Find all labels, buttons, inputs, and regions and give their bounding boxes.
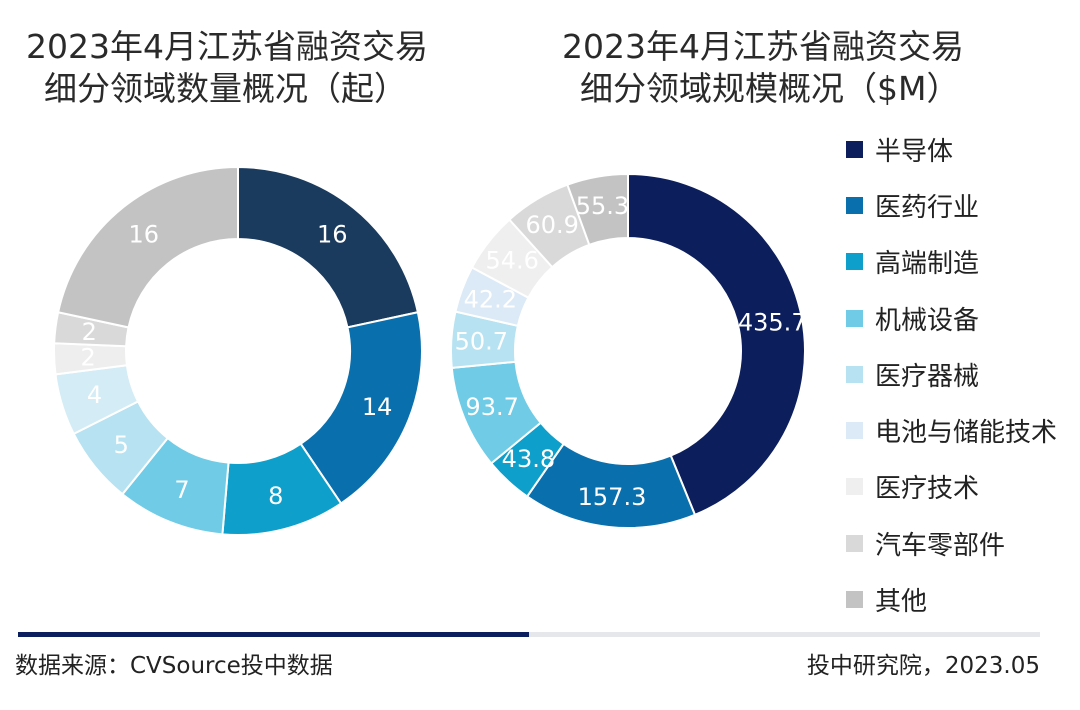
legend: 半导体 医药行业 高端制造 机械设备 医疗器械 电池与储能技术 医疗技术 汽车零… [846, 121, 1057, 628]
donut-slice [566, 172, 629, 247]
donut-slice [237, 165, 420, 329]
slice-value-label: 435.7 [738, 309, 807, 337]
footer-rule-dark [18, 632, 529, 637]
slice-value-label: 4 [87, 381, 102, 409]
slice-value-label: 2 [80, 343, 95, 371]
legend-label: 其他 [875, 587, 928, 618]
legend-swatch [846, 591, 863, 609]
legend-label: 电池与储能技术 [875, 418, 1058, 449]
legend-label: 医疗器械 [875, 361, 980, 392]
right-title-line1: 2023年4月江苏省融资交易 [562, 27, 964, 66]
legend-label: 医疗技术 [875, 474, 980, 505]
slice-value-label: 14 [362, 393, 393, 421]
donut-slice [627, 172, 806, 517]
slice-value-label: 5 [114, 431, 129, 459]
data-source-note: 数据来源：CVSource投中数据 [15, 653, 333, 679]
left-title-line1: 2023年4月江苏省融资交易 [26, 27, 428, 66]
legend-item: 医疗器械 [846, 346, 1057, 402]
publisher-credit: 投中研究院，2023.05 [806, 653, 1040, 679]
legend-swatch [846, 534, 863, 552]
legend-item: 电池与储能技术 [846, 402, 1057, 458]
legend-swatch [846, 253, 863, 271]
legend-item: 医药行业 [846, 177, 1057, 233]
legend-label: 机械设备 [875, 305, 980, 336]
slice-value-label: 50.7 [455, 328, 508, 356]
right-chart-title: 2023年4月江苏省融资交易 细分领域规模概况（$M） [562, 26, 1022, 110]
slice-value-label: 54.6 [486, 246, 539, 274]
slice-value-label: 8 [268, 482, 283, 510]
legend-item: 半导体 [846, 121, 1057, 177]
legend-label: 医药行业 [875, 192, 980, 223]
left-chart-title: 2023年4月江苏省融资交易 细分领域数量概况（起） [26, 26, 466, 110]
slice-value-label: 42.2 [464, 285, 517, 313]
legend-label: 汽车零部件 [875, 530, 1006, 561]
footer-rule-light [529, 632, 1040, 637]
slice-value-label: 60.9 [525, 211, 578, 239]
legend-label: 高端制造 [875, 249, 980, 280]
legend-swatch [846, 140, 863, 158]
slice-value-label: 16 [128, 220, 159, 248]
slice-value-label: 7 [174, 476, 189, 504]
count-donut-chart: 16 14 8 7 54 22 16 [53, 165, 423, 536]
slice-value-label: 16 [317, 220, 348, 248]
legend-item: 高端制造 [846, 234, 1057, 290]
legend-item: 医疗技术 [846, 459, 1057, 515]
legend-item: 其他 [846, 571, 1057, 627]
legend-swatch [846, 309, 863, 327]
legend-swatch [846, 365, 863, 383]
legend-swatch [846, 422, 863, 440]
slice-value-label: 93.7 [465, 393, 518, 421]
legend-swatch [846, 478, 863, 496]
legend-item: 汽车零部件 [846, 515, 1057, 571]
right-title-line2: 细分领域规模概况（$M） [580, 69, 960, 108]
slice-value-label: 2 [82, 318, 97, 346]
legend-label: 半导体 [875, 136, 954, 167]
donut-slice [56, 165, 239, 329]
slice-value-label: 43.8 [502, 445, 555, 473]
left-title-line2: 细分领域数量概况（起） [44, 69, 407, 108]
legend-item: 机械设备 [846, 290, 1057, 346]
amount-donut-chart: 435.7 157.3 43.8 93.7 50.7 42.2 54.6 60.955.3 [450, 172, 807, 529]
legend-swatch [846, 196, 863, 214]
slice-value-label: 157.3 [578, 483, 647, 511]
slice-value-label: 55.3 [576, 192, 629, 220]
